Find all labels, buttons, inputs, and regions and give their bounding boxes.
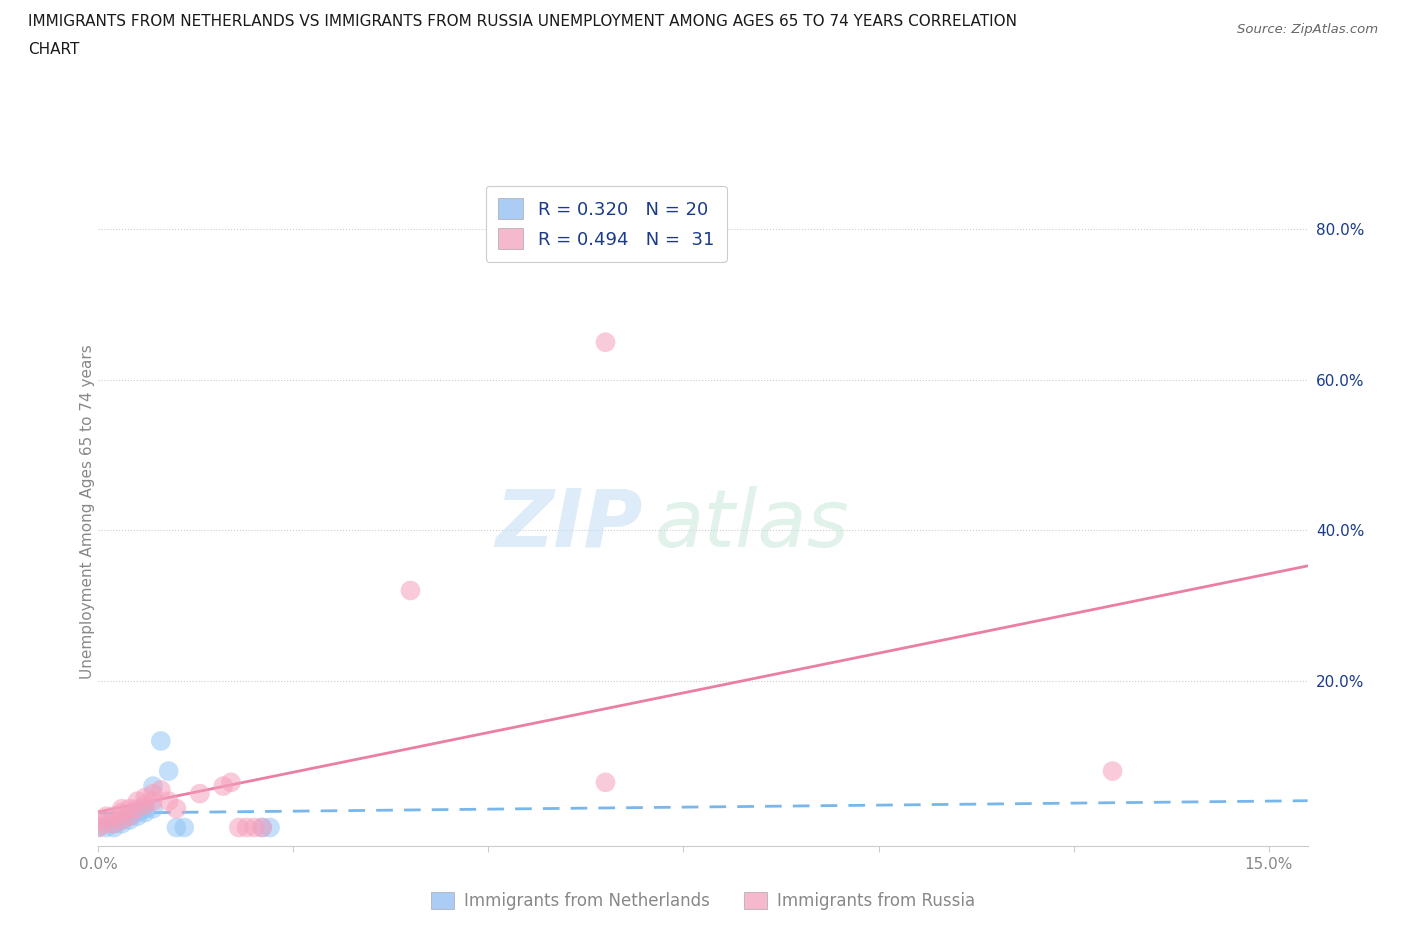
Point xyxy=(118,809,141,824)
Point xyxy=(1101,764,1123,778)
Point xyxy=(103,820,125,835)
Text: CHART: CHART xyxy=(28,42,80,57)
Point xyxy=(134,798,156,813)
Point xyxy=(235,820,257,835)
Point xyxy=(87,820,110,835)
Point xyxy=(149,734,172,749)
Point xyxy=(118,802,141,817)
Legend: Immigrants from Netherlands, Immigrants from Russia: Immigrants from Netherlands, Immigrants … xyxy=(425,885,981,917)
Point xyxy=(243,820,266,835)
Point xyxy=(173,820,195,835)
Point xyxy=(127,809,149,824)
Point xyxy=(134,790,156,804)
Point xyxy=(252,820,274,835)
Point xyxy=(87,820,110,835)
Text: atlas: atlas xyxy=(655,485,849,564)
Y-axis label: Unemployment Among Ages 65 to 74 years: Unemployment Among Ages 65 to 74 years xyxy=(80,344,94,679)
Point xyxy=(96,817,118,831)
Point xyxy=(212,778,235,793)
Point xyxy=(111,813,134,828)
Point xyxy=(87,813,110,828)
Text: Source: ZipAtlas.com: Source: ZipAtlas.com xyxy=(1237,23,1378,36)
Point xyxy=(103,817,125,831)
Point xyxy=(259,820,281,835)
Point xyxy=(127,805,149,820)
Point xyxy=(111,813,134,828)
Point xyxy=(165,820,187,835)
Point xyxy=(142,778,165,793)
Point xyxy=(118,813,141,828)
Point xyxy=(134,802,156,817)
Point xyxy=(96,809,118,824)
Text: ZIP: ZIP xyxy=(495,485,643,564)
Point xyxy=(399,583,422,598)
Point xyxy=(188,786,211,801)
Point xyxy=(595,775,617,790)
Point xyxy=(595,335,617,350)
Point xyxy=(111,802,134,817)
Point xyxy=(142,793,165,808)
Point xyxy=(134,805,156,820)
Legend: R = 0.320   N = 20, R = 0.494   N =  31: R = 0.320 N = 20, R = 0.494 N = 31 xyxy=(485,186,727,261)
Point xyxy=(149,782,172,797)
Point xyxy=(103,817,125,831)
Text: IMMIGRANTS FROM NETHERLANDS VS IMMIGRANTS FROM RUSSIA UNEMPLOYMENT AMONG AGES 65: IMMIGRANTS FROM NETHERLANDS VS IMMIGRANT… xyxy=(28,14,1017,29)
Point xyxy=(157,793,180,808)
Point xyxy=(111,805,134,820)
Point xyxy=(219,775,242,790)
Point xyxy=(165,802,187,817)
Point xyxy=(96,820,118,835)
Point xyxy=(127,802,149,817)
Point xyxy=(127,793,149,808)
Point xyxy=(111,817,134,831)
Point xyxy=(142,786,165,801)
Point xyxy=(103,809,125,824)
Point xyxy=(228,820,250,835)
Point xyxy=(252,820,274,835)
Point xyxy=(157,764,180,778)
Point xyxy=(142,802,165,817)
Point xyxy=(118,809,141,824)
